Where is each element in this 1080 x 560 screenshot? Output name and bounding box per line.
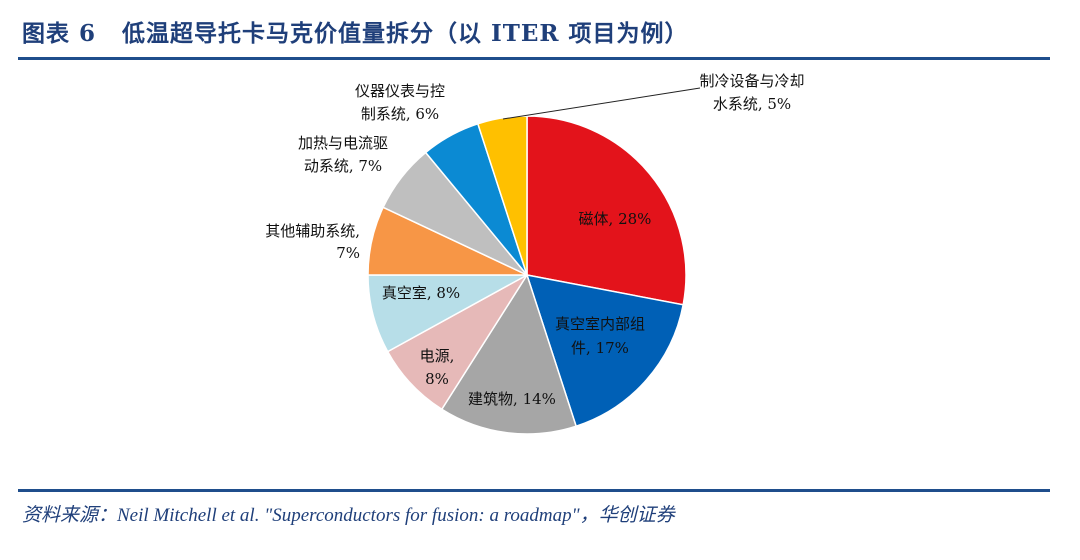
slice-label: 真空室内部组 [555,315,645,333]
slice-label: 8% [425,370,449,388]
figure-number: 图表 6 [22,20,97,47]
pie-slice-8 [476,115,528,276]
slice-label: 加热与电流驱 [298,134,388,152]
figure-title-text: 低温超导托卡马克价值量拆分（以 ITER 项目为例） [122,20,689,47]
pie-slice-1 [525,274,685,428]
slice-label: 建筑物, 14% [468,390,556,408]
slice-label: 动系统, 7% [304,157,382,175]
source-note: 资料来源：Neil Mitchell et al. "Superconducto… [22,505,675,526]
slice-label: 其他辅助系统, [265,222,360,240]
leader-line [502,87,701,120]
bottom-rule [18,489,1050,492]
slice-label: 制冷设备与冷却 [699,72,804,90]
slice-label: 仪器仪表与控 [355,82,445,100]
slice-label: 磁体, 28% [579,210,652,228]
figure-title: 图表 6 低温超导托卡马克价值量拆分（以 ITER 项目为例） [22,14,689,48]
slice-label: 7% [336,244,360,262]
pie-slice-2 [440,273,578,435]
slice-label: 件, 17% [571,339,629,357]
slice-label: 水系统, 5% [713,95,791,113]
pie-slice-0 [526,115,687,306]
top-rule [18,57,1050,60]
slice-label: 制系统, 6% [361,105,439,123]
slice-label: 电源, [420,347,455,365]
slice-label: 真空室, 8% [382,284,460,302]
